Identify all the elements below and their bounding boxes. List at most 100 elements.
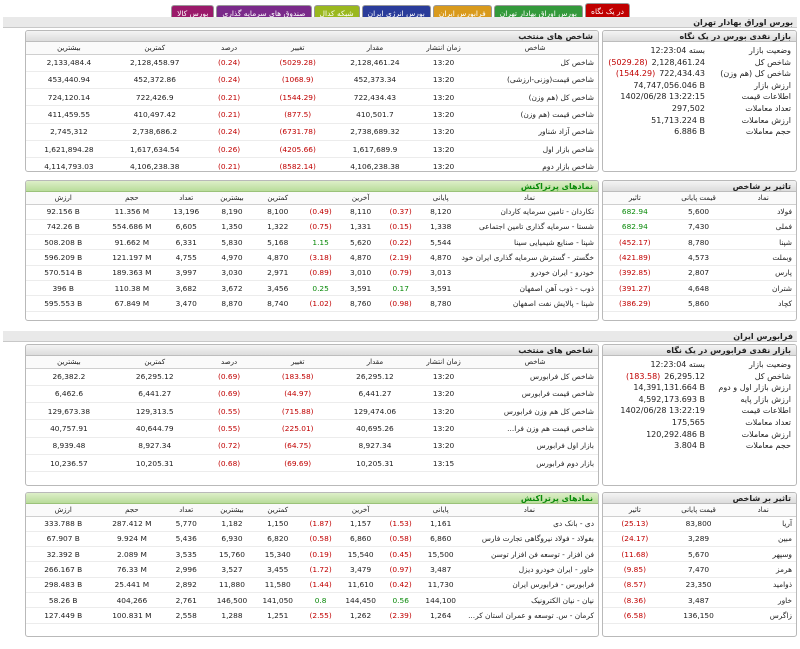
index-name[interactable]: شاخص بازار دوم bbox=[472, 157, 598, 171]
table-row[interactable]: ذوب - ذوب آهن اصفهان 3,591 0.17 3,591 0.25 3,… bbox=[26, 280, 598, 297]
index-name[interactable]: شاخص قیمت فرابورس bbox=[472, 385, 598, 404]
table-row[interactable]: شاخص آزاد شناور 13:20 2,738,689.32 (6731.78… bbox=[26, 123, 598, 141]
symbol-name[interactable]: فرابورس - فرابورس ایران bbox=[460, 577, 598, 593]
symbol-name[interactable]: پارس bbox=[730, 265, 796, 281]
symbol-name[interactable]: شپنا - صنایع شیمیایی سینا bbox=[460, 234, 598, 251]
index-name[interactable]: شاخص بازار اول bbox=[472, 140, 598, 159]
index-name[interactable]: بازار اول فرابورس bbox=[472, 437, 598, 455]
table-row[interactable]: شپنا - پالایش نفت اصفهان 8,780 (0.98) 8,760… bbox=[26, 295, 598, 312]
symbol-name[interactable]: نیان - نیان الکترونیک bbox=[460, 592, 598, 609]
publish-time: 13:20 bbox=[414, 71, 473, 90]
column-header: تعداد bbox=[163, 504, 210, 517]
symbol-name[interactable]: شپنا bbox=[730, 234, 796, 251]
table-row[interactable]: شپنا 8,780 (452.17) bbox=[603, 234, 796, 251]
table-row[interactable]: تکاردان - تامین سرمایه کاردان 8,120 (0.37)… bbox=[26, 204, 598, 220]
table-row[interactable]: شاخص کل هم وزن فرابورس 13:20 129,474.06 (71… bbox=[26, 402, 598, 421]
symbol-name[interactable]: ذوامید bbox=[730, 577, 796, 593]
table-row[interactable]: شاخص کل 13:20 2,128,461.24 (5029.28) (0.24) 2… bbox=[26, 54, 598, 72]
index-name[interactable]: شاخص قیمت (هم وزن) bbox=[472, 105, 598, 124]
table-row[interactable]: شستا - سرمایه گذاری تامین اجتماعی 1,338 (0… bbox=[26, 219, 598, 236]
symbol-name[interactable]: تکاردان - تامین سرمایه کاردان bbox=[460, 204, 598, 220]
table-row[interactable]: ذوامید 23,350 (8.57) bbox=[603, 577, 796, 593]
index-name[interactable]: شاخص کل bbox=[472, 54, 598, 72]
symbol-name[interactable]: شتران bbox=[730, 280, 796, 297]
table-row[interactable]: هرمز 7,470 (9.85) bbox=[603, 561, 796, 578]
table-row[interactable]: خاور 3,487 (8.36) bbox=[603, 592, 796, 609]
column-header bbox=[380, 192, 421, 205]
index-name[interactable]: شاخص قیمت(وزنی-ارزشی) bbox=[472, 71, 598, 90]
table-row[interactable]: خگستر - گسترش سرمایه گذاری ایران خودرو 4,… bbox=[26, 249, 598, 266]
ifb-summary-title: بازار نقدی فرابورس در یک نگاه bbox=[603, 345, 796, 356]
last-change: 1.15 bbox=[300, 234, 341, 251]
table-row[interactable]: شتران 4,648 (391.27) bbox=[603, 280, 796, 297]
symbol-name[interactable]: کچاد bbox=[730, 295, 796, 312]
table-row[interactable]: پارس 2,807 (392.85) bbox=[603, 265, 796, 281]
last-change: (1.87) bbox=[300, 516, 341, 532]
symbol-name[interactable]: خاور - ایران خودرو دیزل bbox=[460, 561, 598, 578]
close-price: 23,350 bbox=[666, 577, 731, 593]
table-row[interactable]: آریا 83,800 (25.13) bbox=[603, 516, 796, 532]
symbol-name[interactable]: فملی bbox=[730, 219, 796, 236]
table-row[interactable]: فن افزار - توسعه فن افزار توسن 15,500 (0.4… bbox=[26, 546, 598, 563]
table-row[interactable]: وسپهر 5,670 (11.68) bbox=[603, 546, 796, 563]
tse-active-table: نماد پایانی آخرین کمترین بیشترین تعداد حجم ارزش… bbox=[26, 192, 598, 312]
table-row[interactable]: شاخص کل (هم وزن) 13:20 722,434.43 (1544.29)… bbox=[26, 88, 598, 107]
tab-0[interactable]: در یک نگاه bbox=[585, 3, 630, 21]
table-row[interactable]: شاخص قیمت هم وزن فرا... 13:20 40,695.26 (22… bbox=[26, 419, 598, 438]
index-name[interactable]: بازار دوم فرابورس bbox=[472, 454, 598, 473]
index-name[interactable]: شاخص کل فرابورس bbox=[472, 368, 598, 386]
table-row[interactable]: شاخص بازار اول 13:20 1,617,689.9 (4205.66)(… bbox=[26, 140, 598, 159]
close-change: 0.17 bbox=[380, 280, 421, 297]
table-row[interactable]: شاخص قیمت فرابورس 13:20 6,441.27 (44.97) (0.… bbox=[26, 385, 598, 404]
table-row[interactable]: فولاد 5,600 682.94 bbox=[603, 204, 796, 220]
symbol-name[interactable]: فولاد bbox=[730, 204, 796, 220]
symbol-name[interactable]: وبملت bbox=[730, 249, 796, 266]
table-row[interactable]: بازار اول فرابورس 13:20 8,927.34 (64.75) (0.… bbox=[26, 437, 598, 455]
last-change: 0.8 bbox=[300, 592, 341, 609]
trade-value: 595.553 B bbox=[26, 295, 101, 312]
symbol-name[interactable]: شستا - سرمایه گذاری تامین اجتماعی bbox=[460, 219, 598, 236]
table-row[interactable]: مبین 3,289 (24.17) bbox=[603, 531, 796, 548]
symbol-name[interactable]: شپنا - پالایش نفت اصفهان bbox=[460, 295, 598, 312]
symbol-name[interactable]: فن افزار - توسعه فن افزار توسن bbox=[460, 546, 598, 563]
table-row[interactable]: خودرو - ایران خودرو 3,013 (0.79) 3,010 (0.89… bbox=[26, 265, 598, 281]
table-row[interactable]: بازار دوم فرابورس 13:15 10,205.31 (69.69) (0… bbox=[26, 454, 598, 473]
symbol-name[interactable]: دی - بانک دی bbox=[460, 516, 598, 532]
index-name[interactable]: شاخص آزاد شناور bbox=[472, 123, 598, 141]
last-price: 1,157 bbox=[340, 516, 381, 532]
symbol-name[interactable]: کرمان - س. توسعه و عمران استان کر... bbox=[460, 607, 598, 624]
index-name[interactable]: شاخص کل (هم وزن) bbox=[472, 88, 598, 107]
symbol-name[interactable]: زاگرس bbox=[730, 607, 796, 624]
table-row[interactable]: شاخص کل فرابورس 13:20 26,295.12 (183.58) (0.… bbox=[26, 368, 598, 386]
symbol-name[interactable]: آریا bbox=[730, 516, 796, 532]
column-header: نماد bbox=[460, 192, 598, 205]
table-row[interactable]: شاخص بازار دوم 13:20 4,106,238.38 (8582.14)… bbox=[26, 157, 598, 171]
index-name[interactable]: شاخص کل هم وزن فرابورس bbox=[472, 402, 598, 421]
symbol-name[interactable]: بفولاد - فولاد نیروگاهی تجارت فارس bbox=[460, 531, 598, 548]
table-row[interactable]: وبملت 4,573 (421.89) bbox=[603, 249, 796, 266]
table-row[interactable]: شپنا - صنایع شیمیایی سینا 5,544 (0.22) 5,62… bbox=[26, 234, 598, 251]
table-row[interactable]: کرمان - س. توسعه و عمران استان کر... 1,26… bbox=[26, 607, 598, 624]
table-row[interactable]: کچاد 5,860 (386.29) bbox=[603, 295, 796, 312]
symbol-name[interactable]: ذوب - ذوب آهن اصفهان bbox=[460, 280, 598, 297]
trade-value: 298.483 B bbox=[26, 577, 101, 593]
symbol-name[interactable]: خگستر - گسترش سرمایه گذاری ایران خودرو bbox=[460, 249, 598, 266]
table-row[interactable]: فرابورس - فرابورس ایران 11,730 (0.42) 11,61… bbox=[26, 577, 598, 593]
index-max: 8,939.48 bbox=[26, 437, 112, 455]
index-percent: (0.55) bbox=[197, 402, 261, 421]
publish-time: 13:20 bbox=[414, 385, 473, 404]
symbol-name[interactable]: خاور bbox=[730, 592, 796, 609]
table-row[interactable]: فملی 7,430 682.94 bbox=[603, 219, 796, 236]
table-row[interactable]: شاخص قیمت(وزنی-ارزشی) 13:20 452,373.34 (106… bbox=[26, 71, 598, 90]
index-name[interactable]: شاخص قیمت هم وزن فرا... bbox=[472, 419, 598, 438]
symbol-name[interactable]: وسپهر bbox=[730, 546, 796, 563]
symbol-name[interactable]: مبین bbox=[730, 531, 796, 548]
symbol-name[interactable]: خودرو - ایران خودرو bbox=[460, 265, 598, 281]
table-row[interactable]: زاگرس 136,150 (6.58) bbox=[603, 607, 796, 624]
table-row[interactable]: شاخص قیمت (هم وزن) 13:20 410,501.7 (877.5)(… bbox=[26, 105, 598, 124]
table-row[interactable]: دی - بانک دی 1,161 (1.53) 1,157 (1.87) 1,150 1… bbox=[26, 516, 598, 532]
symbol-name[interactable]: هرمز bbox=[730, 561, 796, 578]
table-row[interactable]: بفولاد - فولاد نیروگاهی تجارت فارس 6,860(… bbox=[26, 531, 598, 548]
table-row[interactable]: نیان - نیان الکترونیک 144,100 0.56 144,450 0… bbox=[26, 592, 598, 609]
table-row[interactable]: خاور - ایران خودرو دیزل 3,487 (0.97) 3,479(… bbox=[26, 561, 598, 578]
